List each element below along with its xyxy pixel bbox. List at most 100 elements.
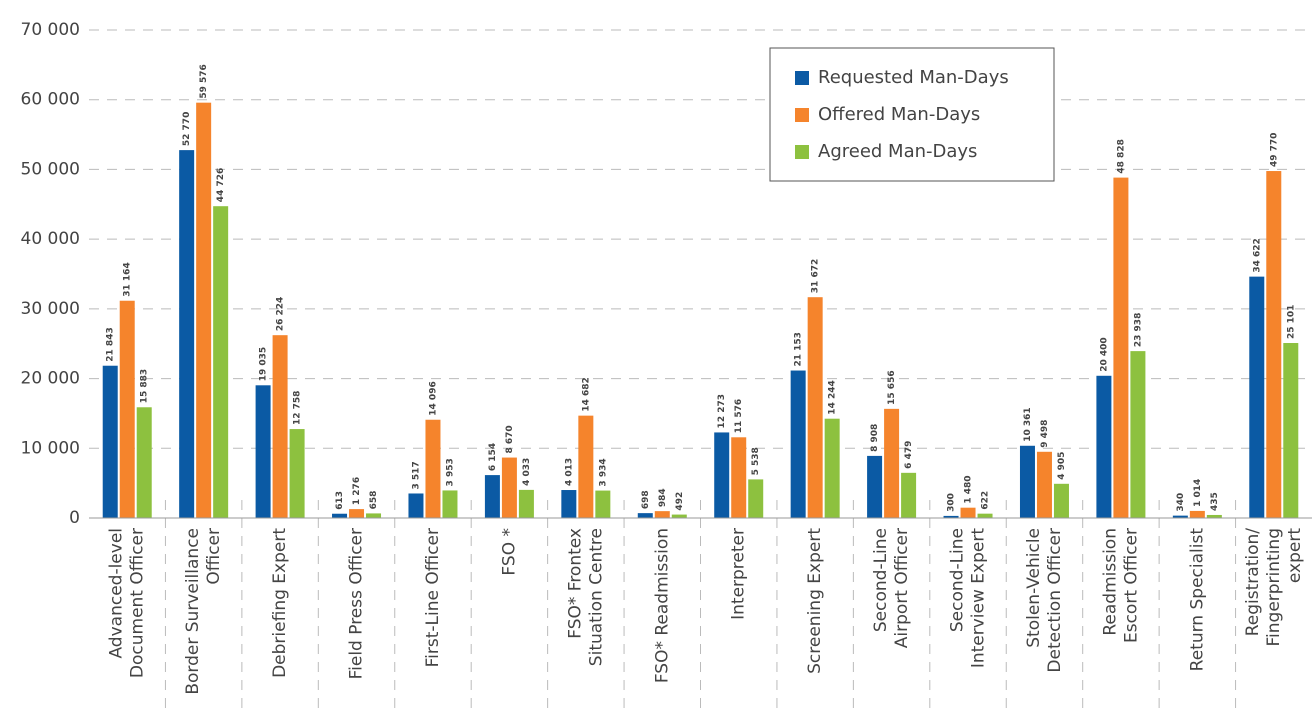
x-tick-label: FSO* Readmission — [652, 528, 672, 683]
bar — [637, 513, 653, 518]
legend-swatch — [795, 145, 809, 159]
bar — [213, 206, 229, 518]
bar — [977, 513, 993, 518]
value-label: 59 576 — [199, 64, 209, 98]
x-tick-label: Second-Line — [871, 528, 891, 632]
value-label: 31 672 — [811, 259, 821, 293]
bar — [960, 507, 976, 518]
value-label: 52 770 — [182, 112, 192, 146]
bar — [366, 513, 382, 518]
bar — [884, 408, 900, 518]
bar — [179, 150, 195, 518]
value-label: 31 164 — [123, 262, 133, 296]
bar — [1249, 276, 1265, 518]
x-tick-label: Return Specialist — [1187, 528, 1207, 672]
value-label: 1 480 — [964, 475, 974, 503]
value-label: 4 905 — [1057, 452, 1067, 480]
x-tick-label: Detection Officer — [1045, 528, 1065, 673]
bar — [1130, 351, 1146, 518]
value-label: 14 682 — [581, 377, 591, 411]
value-label: 984 — [658, 488, 668, 507]
bar — [1019, 445, 1035, 518]
x-tick-label: Advanced-level — [107, 528, 127, 659]
value-label: 5 538 — [751, 447, 761, 475]
value-label: 48 828 — [1116, 139, 1126, 173]
value-label: 26 224 — [276, 297, 286, 331]
x-tick-label: Border Surveillance — [183, 528, 203, 695]
x-tick-label: Document Officer — [128, 528, 148, 678]
x-tick-label: Field Press Officer — [347, 528, 367, 679]
value-label: 3 953 — [445, 458, 455, 486]
x-tick-label: Airport Officer — [892, 528, 912, 648]
value-label: 9 498 — [1040, 420, 1050, 448]
value-label: 3 517 — [411, 461, 421, 489]
bar — [1206, 514, 1222, 518]
y-tick-label: 0 — [69, 508, 80, 528]
bar — [561, 490, 577, 518]
value-label: 10 361 — [1023, 407, 1033, 441]
value-label: 8 908 — [870, 424, 880, 452]
bar — [408, 493, 424, 518]
value-label: 435 — [1210, 492, 1220, 511]
bar — [595, 490, 611, 518]
x-tick-label: Situation Centre — [586, 528, 606, 666]
bar — [484, 475, 500, 518]
x-tick-label: Fingerprinting — [1264, 528, 1284, 647]
value-label: 49 770 — [1269, 133, 1279, 167]
value-label: 4 013 — [564, 458, 574, 486]
value-label: 12 758 — [293, 391, 303, 425]
x-tick-label: Officer — [204, 528, 224, 585]
y-tick-label: 40 000 — [21, 229, 80, 249]
bar — [748, 479, 764, 518]
bar — [867, 455, 883, 518]
bar — [255, 385, 271, 518]
value-label: 1 276 — [352, 477, 362, 505]
bar — [501, 457, 517, 518]
bar — [1096, 375, 1112, 518]
value-label: 658 — [369, 491, 379, 510]
bar — [289, 429, 305, 518]
x-tick-label: Registration/ — [1243, 528, 1263, 637]
value-label: 23 938 — [1133, 313, 1143, 347]
bar — [654, 511, 670, 518]
value-label: 3 934 — [598, 458, 608, 486]
y-tick-label: 10 000 — [21, 438, 80, 458]
bar — [136, 407, 152, 518]
bar — [1036, 451, 1052, 518]
bar — [943, 515, 959, 518]
x-tick-label: Screening Expert — [805, 528, 825, 674]
x-tick-label: expert — [1285, 528, 1305, 583]
bar — [1189, 510, 1205, 518]
bar — [824, 418, 840, 518]
legend-swatch — [795, 108, 809, 122]
bar — [731, 437, 747, 518]
bar — [807, 297, 823, 518]
bar — [790, 370, 806, 518]
bar — [1283, 343, 1299, 518]
y-tick-label: 50 000 — [21, 159, 80, 179]
value-label: 492 — [675, 492, 685, 511]
bar — [425, 419, 441, 518]
bar — [332, 513, 348, 518]
value-label: 340 — [1176, 493, 1186, 512]
value-label: 15 883 — [140, 369, 150, 403]
legend-swatch — [795, 71, 809, 85]
value-label: 19 035 — [259, 347, 269, 381]
x-tick-label: First-Line Officer — [423, 528, 443, 667]
value-label: 6 154 — [488, 443, 498, 471]
y-tick-label: 30 000 — [21, 299, 80, 319]
bar — [119, 300, 135, 518]
value-label: 622 — [981, 491, 991, 510]
x-tick-label: Interview Expert — [969, 528, 989, 668]
x-tick-label: FSO * — [499, 528, 519, 576]
value-label: 300 — [947, 493, 957, 512]
value-label: 25 101 — [1286, 305, 1296, 339]
x-tick-label: Escort Officer — [1121, 528, 1141, 643]
x-tick-label: Interpreter — [729, 528, 749, 620]
value-label: 12 273 — [717, 394, 727, 428]
value-label: 613 — [335, 491, 345, 510]
value-label: 11 576 — [734, 399, 744, 433]
x-tick-label: Stolen-Vehicle — [1024, 528, 1044, 648]
x-tick-label: Second-Line — [948, 528, 968, 632]
bar — [714, 432, 730, 518]
